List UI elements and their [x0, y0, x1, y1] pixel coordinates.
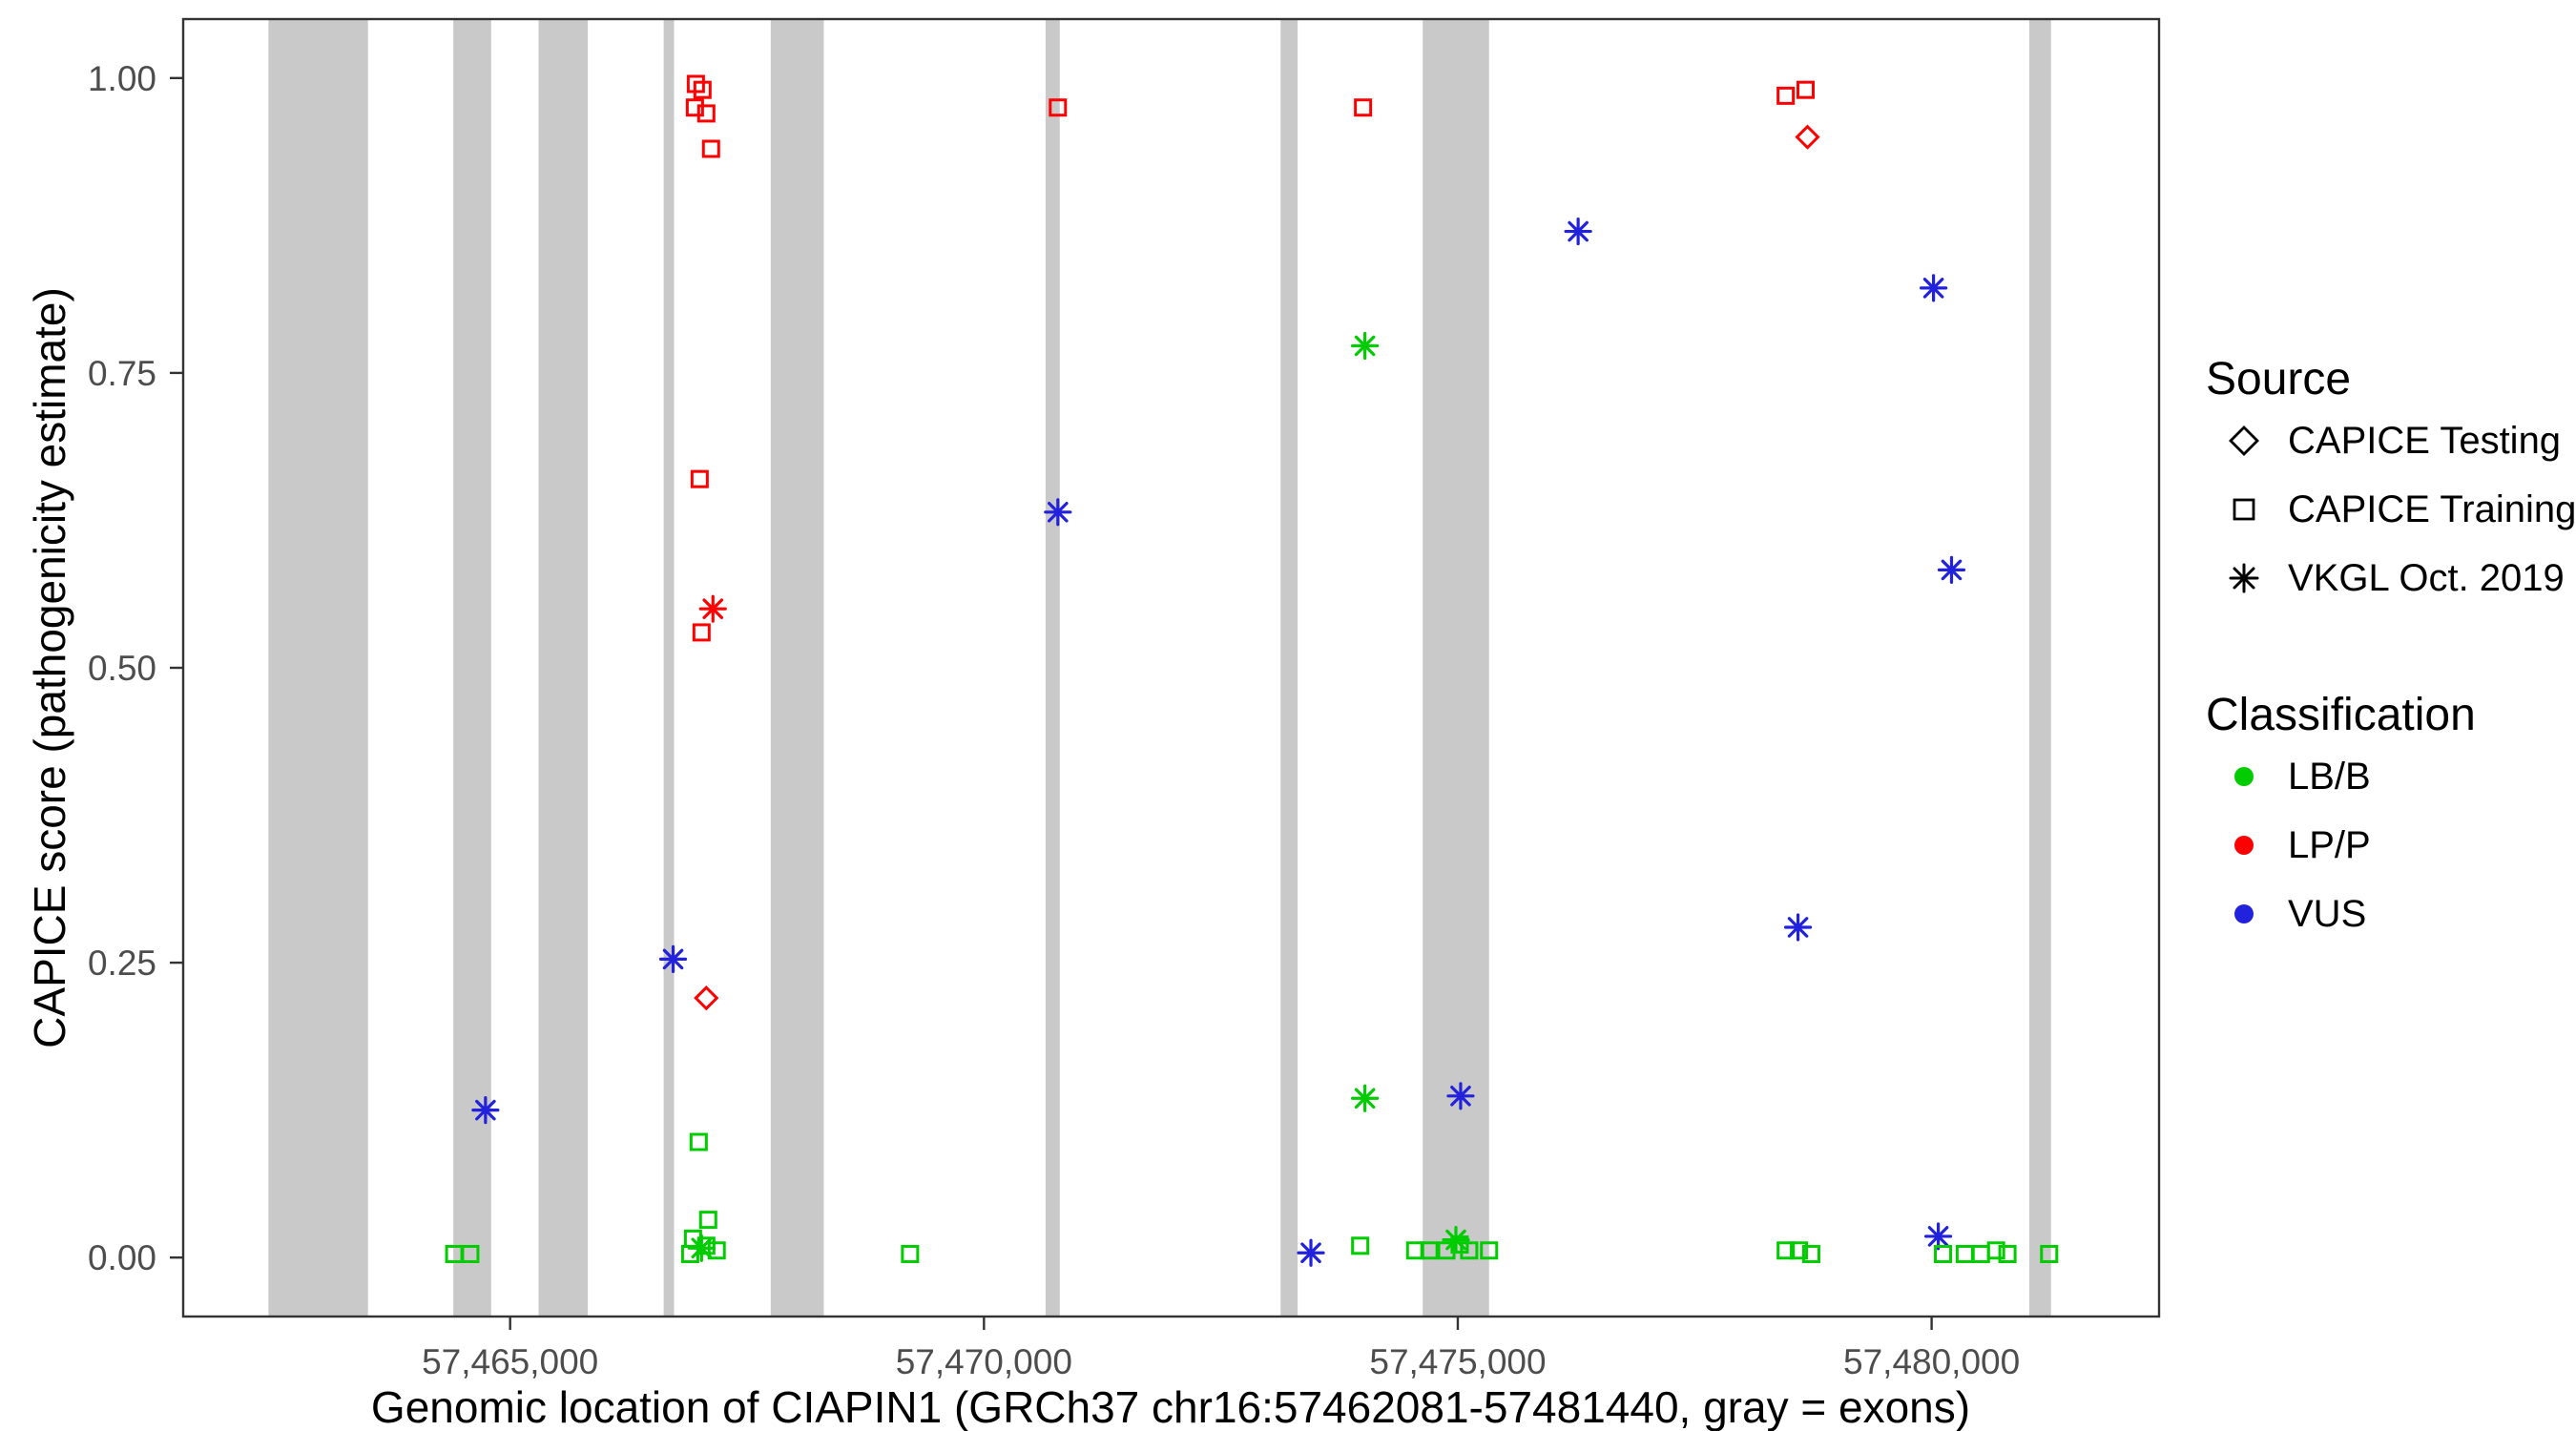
exon-band — [2028, 19, 2051, 1317]
data-point — [1795, 124, 1820, 150]
data-point — [1801, 1244, 1820, 1263]
data-point — [698, 1211, 717, 1230]
data-point — [692, 623, 711, 642]
data-point — [707, 1241, 726, 1260]
data-point — [1450, 1235, 1469, 1255]
data-point — [2040, 1244, 2059, 1263]
x-tick-label: 57,475,000 — [1369, 1342, 1546, 1381]
asterisk-icon — [2229, 563, 2259, 593]
data-point — [658, 944, 688, 973]
exon-band — [538, 19, 589, 1317]
exon-band — [1280, 19, 1298, 1317]
exon-band — [1045, 19, 1060, 1317]
data-point — [1776, 86, 1796, 105]
data-point — [1049, 98, 1068, 117]
square-icon — [2233, 498, 2255, 521]
data-point — [461, 1244, 480, 1263]
data-point — [1351, 331, 1380, 361]
y-tick-label: 1.00 — [88, 59, 156, 98]
data-point — [471, 1096, 500, 1125]
data-point — [1420, 1241, 1439, 1260]
legend-item-label: LB/B — [2288, 755, 2371, 798]
legend-item-capice-testing: CAPICE Testing — [2206, 406, 2568, 475]
data-point — [694, 985, 719, 1011]
data-point — [1776, 1241, 1796, 1260]
legend-title-classification: Classification — [2206, 690, 2476, 740]
data-point — [1480, 1241, 1499, 1260]
legend-item-vkgl: VKGL Oct. 2019 — [2206, 544, 2568, 612]
legend-title-source: Source — [2206, 354, 2352, 404]
y-axis-title: CAPICE score (pathogenicity estimate) — [25, 287, 74, 1048]
data-point — [1351, 1236, 1370, 1255]
data-point — [1934, 1244, 1953, 1263]
y-tick-label: 0.75 — [88, 354, 156, 393]
data-point — [1919, 274, 1948, 302]
data-point — [1297, 1238, 1325, 1267]
data-point — [1446, 1082, 1475, 1110]
data-point — [1460, 1241, 1479, 1260]
data-point — [1986, 1241, 2005, 1260]
data-point — [1937, 555, 1966, 584]
y-tick-label: 0.50 — [88, 649, 156, 688]
data-point — [1998, 1244, 2017, 1263]
data-point — [685, 98, 704, 117]
legend-item-label: VKGL Oct. 2019 — [2288, 556, 2565, 599]
green-dot-icon — [2234, 767, 2254, 786]
data-point — [1955, 1244, 1974, 1263]
data-point — [1437, 1241, 1456, 1260]
data-point — [1564, 217, 1592, 246]
data-point — [690, 469, 709, 488]
red-dot-icon — [2234, 836, 2254, 855]
legend-item-label: CAPICE Training — [2288, 487, 2576, 530]
x-tick-label: 57,465,000 — [422, 1342, 598, 1381]
legend-item-lbb: LB/B — [2206, 742, 2568, 811]
data-point — [680, 1244, 699, 1263]
data-point — [1923, 1222, 1953, 1251]
data-point — [689, 1132, 708, 1151]
data-point — [1783, 913, 1813, 942]
exon-band — [1423, 19, 1489, 1317]
y-tick-label: 0.25 — [88, 944, 156, 983]
y-tick-label: 0.00 — [88, 1238, 156, 1277]
legend-item-label: CAPICE Testing — [2288, 419, 2562, 462]
blue-dot-icon — [2234, 904, 2254, 923]
data-point — [1971, 1244, 1990, 1263]
data-point — [701, 139, 720, 158]
x-axis-title: Genomic location of CIAPIN1 (GRCh37 chr1… — [370, 1382, 1971, 1431]
diamond-icon — [2229, 425, 2259, 456]
data-point — [901, 1244, 920, 1263]
legend: Source CAPICE Testing CAPICE Training — [2206, 353, 2576, 948]
x-tick-label: 57,470,000 — [896, 1342, 1072, 1381]
legend-item-capice-training: CAPICE Training — [2206, 475, 2576, 544]
data-point — [698, 594, 727, 623]
data-point — [1044, 498, 1072, 527]
data-point — [696, 104, 716, 123]
exon-band — [770, 19, 824, 1317]
data-point — [693, 80, 712, 99]
exon-band — [663, 19, 675, 1317]
x-tick-label: 57,480,000 — [1843, 1342, 2020, 1381]
data-point — [1351, 1084, 1380, 1112]
legend-item-lpp: LP/P — [2206, 811, 2568, 880]
data-point — [1797, 80, 1816, 99]
data-point — [1354, 98, 1373, 117]
legend-item-label: LP/P — [2288, 823, 2371, 866]
data-point — [1790, 1241, 1809, 1260]
exon-band — [268, 19, 368, 1317]
data-point — [1442, 1226, 1470, 1255]
legend-item-vus: VUS — [2206, 880, 2568, 948]
legend-item-label: VUS — [2288, 892, 2367, 935]
